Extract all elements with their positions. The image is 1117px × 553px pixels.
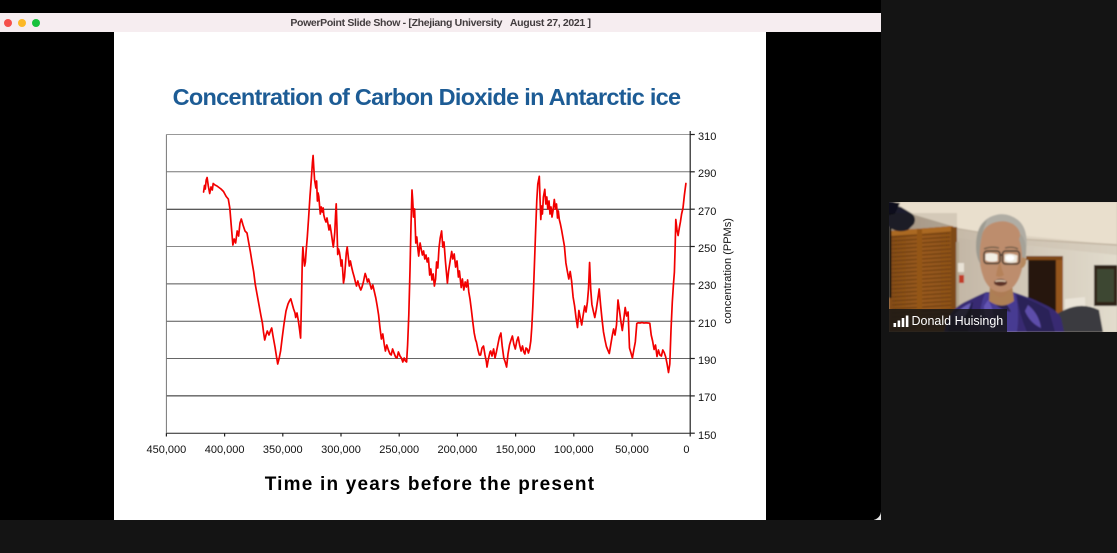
svg-text:Donald Huisingh: Donald Huisingh: [912, 314, 1004, 328]
